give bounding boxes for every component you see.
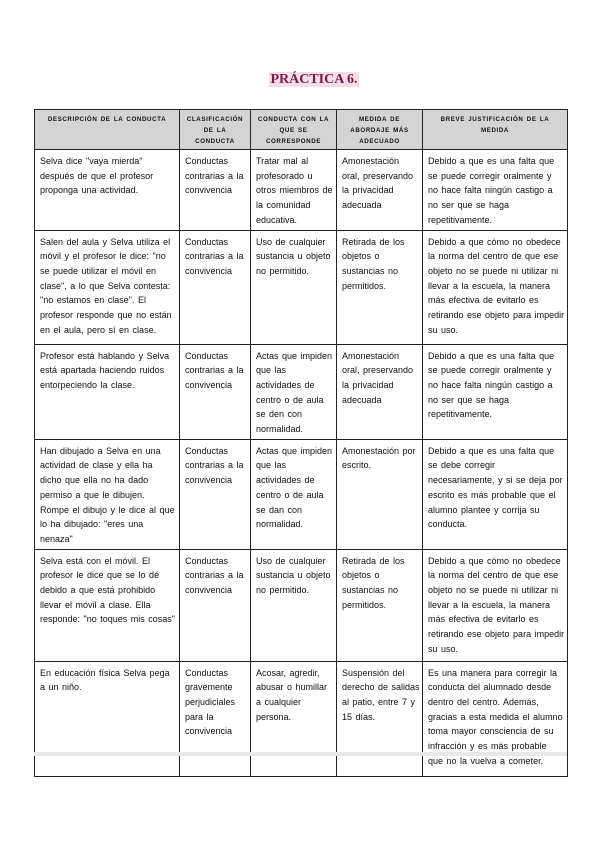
conduct-table: DESCRIPCIÓN DE LA CONDUCTA CLASIFICACIÓN… [34, 109, 568, 777]
table-row: Selva está con el móvil. El profesor le … [34, 548, 568, 662]
table-row: Han dibujado a Selva en una actividad de… [34, 438, 568, 550]
table-row: Salen del aula y Selva utiliza el móvil … [34, 229, 568, 345]
cell-classification: Conductas gravemente perjudiciales para … [179, 660, 251, 777]
cell-measure: Amonestación oral, preservando la privac… [336, 149, 423, 231]
cell-measure: Amonestación oral, preservando la privac… [336, 343, 423, 440]
table-row: Profesor está hablando y Selva está apar… [34, 343, 568, 440]
cell-corresponding-conduct: Uso de cualquier sustancia u objeto no p… [250, 229, 337, 345]
cell-justification: Es una manera para corregir la conducta … [422, 660, 568, 777]
cell-measure: Suspensión del derecho de salidas al pat… [336, 660, 423, 777]
cell-classification: Conductas contrarias a la convivencia [179, 343, 251, 440]
page-title: PRÁCTICA 6. [269, 72, 359, 87]
cell-classification: Conductas contrarias a la convivencia [179, 229, 251, 345]
header-description: DESCRIPCIÓN DE LA CONDUCTA [34, 109, 180, 150]
page-title-wrap: PRÁCTICA 6. [0, 70, 600, 88]
cell-corresponding-conduct: Uso de cualquier sustancia u objeto no p… [250, 548, 337, 662]
cell-classification: Conductas contrarias a la convivencia [179, 548, 251, 662]
cell-description: Selva está con el móvil. El profesor le … [34, 548, 180, 662]
cell-corresponding-conduct: Acosar, agredir, abusar o humillar a cua… [250, 660, 337, 777]
cell-corresponding-conduct: Tratar mal al profesorado u otros miembr… [250, 149, 337, 231]
cell-description: Profesor está hablando y Selva está apar… [34, 343, 180, 440]
cell-justification: Debido a que es una falta que se debe co… [422, 438, 568, 550]
header-justification: BREVE JUSTIFICACIÓN DE LA MEDIDA [422, 109, 568, 150]
table-shadow [34, 752, 567, 756]
cell-description: Han dibujado a Selva en una actividad de… [34, 438, 180, 550]
cell-description: En educación física Selva pega a un niño… [34, 660, 180, 777]
cell-classification: Conductas contrarias a la convivencia [179, 438, 251, 550]
table-row: Selva dice "vaya mierda" después de que … [34, 149, 568, 231]
cell-measure: Amonestación por escrito. [336, 438, 423, 550]
cell-corresponding-conduct: Actas que impiden que las actividades de… [250, 438, 337, 550]
cell-justification: Debido a que es una falta que se puede c… [422, 343, 568, 440]
table-row: En educación física Selva pega a un niño… [34, 660, 568, 777]
header-corresponding-conduct: CONDUCTA CON LA QUE SE CORRESPONDE [250, 109, 337, 150]
cell-justification: Debido a que cómo no obedece la norma de… [422, 229, 568, 345]
cell-classification: Conductas contrarias a la convivencia [179, 149, 251, 231]
cell-description: Selva dice "vaya mierda" después de que … [34, 149, 180, 231]
header-classification: CLASIFICACIÓN DE LA CONDUCTA [179, 109, 251, 150]
header-measure: MEDIDA DE ABORDAJE MÁS ADECUADO [336, 109, 423, 150]
cell-measure: Retirada de los objetos o sustancias no … [336, 548, 423, 662]
cell-description: Salen del aula y Selva utiliza el móvil … [34, 229, 180, 345]
header-row: DESCRIPCIÓN DE LA CONDUCTA CLASIFICACIÓN… [34, 109, 568, 150]
cell-measure: Retirada de los objetos o sustancias no … [336, 229, 423, 345]
cell-justification: Debido a que es una falta que se puede c… [422, 149, 568, 231]
cell-justification: Debido a que cómo no obedece la norma de… [422, 548, 568, 662]
cell-corresponding-conduct: Actas que impiden que las actividades de… [250, 343, 337, 440]
